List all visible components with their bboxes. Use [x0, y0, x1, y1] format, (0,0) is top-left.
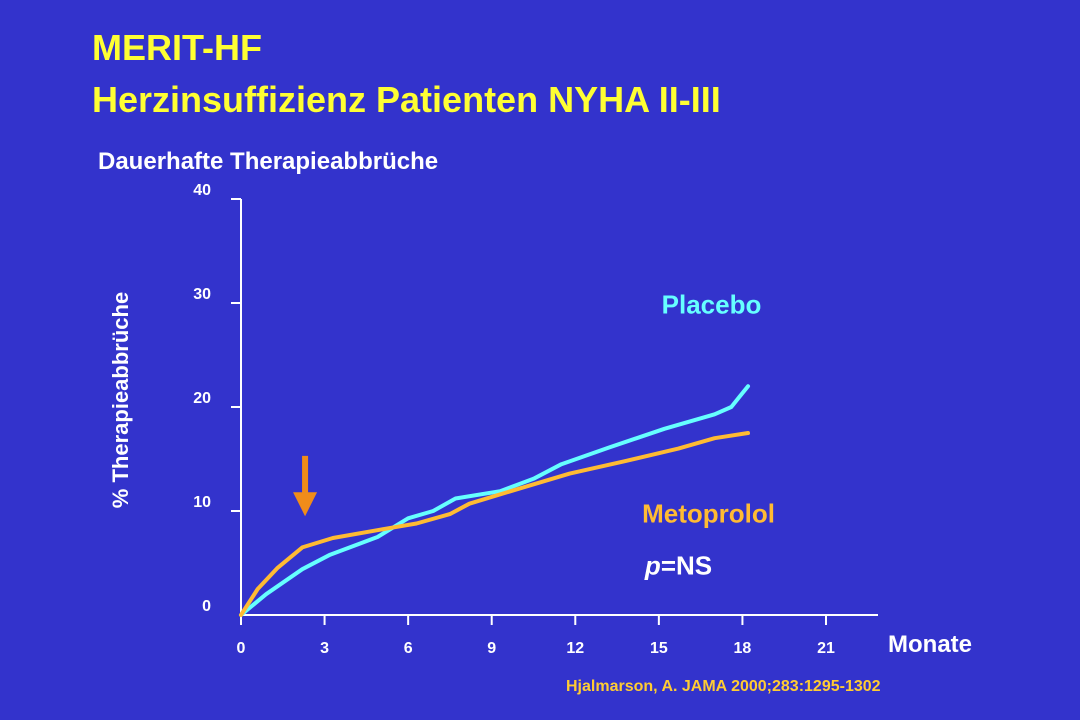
y-tick-label: 30 [193, 286, 211, 303]
x-tick-label: 12 [566, 640, 584, 657]
x-tick-label: 6 [404, 640, 413, 657]
series-line-metoprolol [239, 431, 750, 617]
x-tick-label: 21 [817, 640, 835, 657]
x-axis-ticks: 0 3 6 9 12 15 18 21 [237, 615, 835, 657]
y-tick-label: 10 [193, 494, 211, 511]
chart-subtitle: Dauerhafte Therapieabbrüche [98, 148, 439, 175]
arrow-head [293, 492, 318, 517]
series-line-placebo [239, 384, 750, 617]
y-tick-label: 40 [193, 182, 211, 199]
series-layer [239, 384, 750, 617]
x-tick-label: 3 [320, 640, 329, 657]
y-axis-ticks: 0 10 20 30 40 [193, 182, 241, 615]
x-tick-label: 0 [237, 640, 246, 657]
p-value-annotation: p=NS [644, 550, 712, 580]
series-labels: Placebo Metoprolol [642, 289, 775, 528]
x-tick-label: 9 [487, 640, 496, 657]
arrow-marker [293, 455, 318, 517]
y-axis-label: % Therapieabbrüche [108, 292, 133, 508]
arrow-shaft [302, 455, 309, 494]
page-title-line1: MERIT-HF [92, 27, 262, 68]
y-tick-label: 0 [202, 598, 211, 615]
citation: Hjalmarson, A. JAMA 2000;283:1295-1302 [566, 678, 881, 695]
x-tick-label: 15 [650, 640, 668, 657]
page-title-line2: Herzinsuffizienz Patienten NYHA II-III [92, 79, 721, 120]
x-axis-label: Monate [888, 631, 972, 658]
series-label-metoprolol: Metoprolol [642, 498, 775, 528]
x-tick-label: 18 [734, 640, 752, 657]
y-tick-label: 20 [193, 390, 211, 407]
series-label-placebo: Placebo [662, 289, 762, 319]
